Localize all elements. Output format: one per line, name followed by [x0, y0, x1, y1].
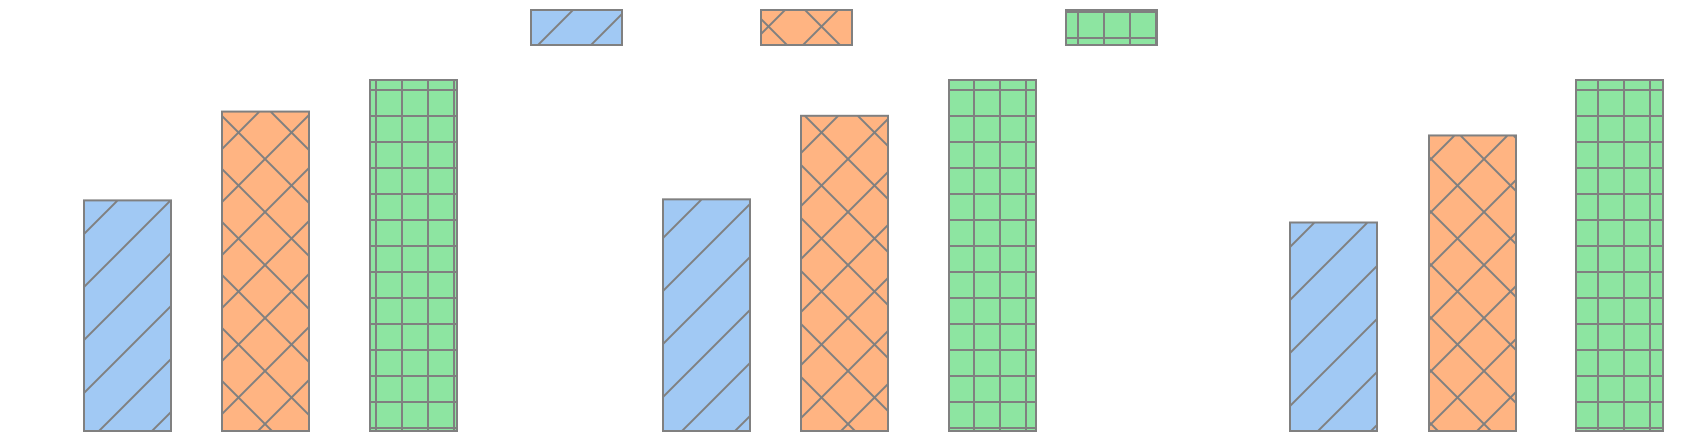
bar-series-1-group-2 — [662, 198, 751, 432]
bar-series-2-group-2 — [800, 114, 889, 432]
bar-series-1-group-1 — [83, 199, 172, 432]
bar-series-3-group-1 — [369, 79, 458, 432]
legend-swatch-series-2 — [760, 9, 853, 46]
bar-series-2-group-1 — [221, 110, 310, 432]
legend — [530, 9, 1158, 46]
bar-series-1-group-3 — [1289, 221, 1378, 432]
bar-series-3-group-3 — [1575, 79, 1664, 432]
legend-swatch-series-1 — [530, 9, 623, 46]
legend-swatch-series-3 — [1065, 9, 1158, 46]
bars — [83, 79, 1664, 432]
bar-series-3-group-2 — [948, 79, 1037, 432]
bar-series-2-group-3 — [1428, 134, 1517, 432]
